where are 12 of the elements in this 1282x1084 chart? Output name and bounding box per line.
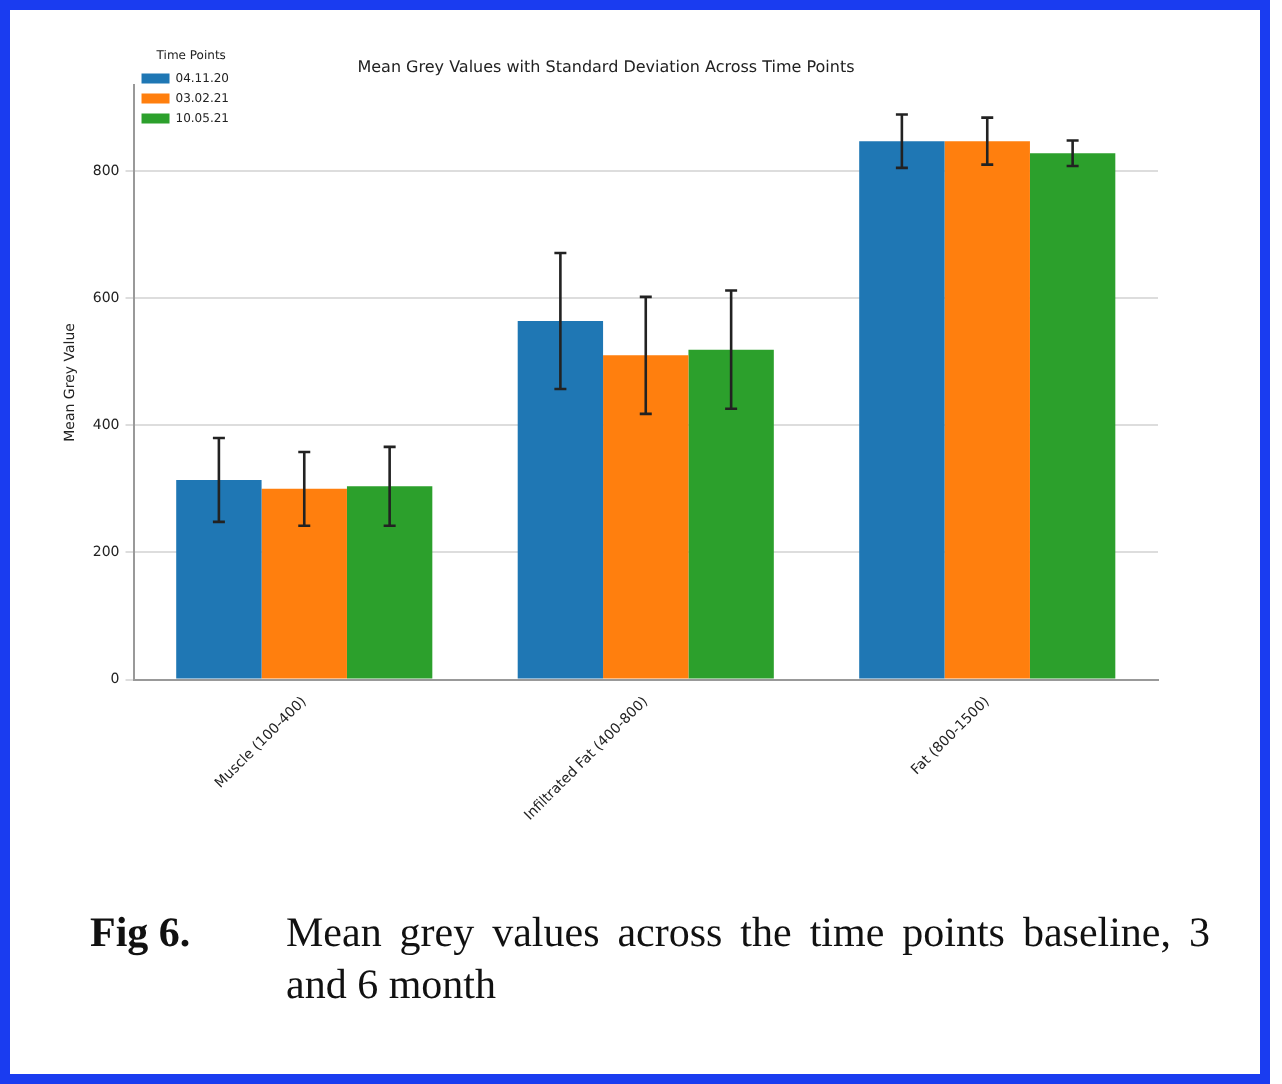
bar [346,486,433,679]
bar [261,488,347,679]
bar [517,321,604,679]
bar [944,141,1030,679]
bar [859,141,945,679]
chart-title: Mean Grey Values with Standard Deviation Across Time Points [357,57,855,76]
bar [688,349,774,679]
caption: Fig 6. [90,906,193,960]
bar [1029,153,1116,679]
bar [176,479,262,679]
bar [603,355,689,679]
text: Mean grey values across the time points baseline, 3 and 6 month [286,906,1210,1010]
